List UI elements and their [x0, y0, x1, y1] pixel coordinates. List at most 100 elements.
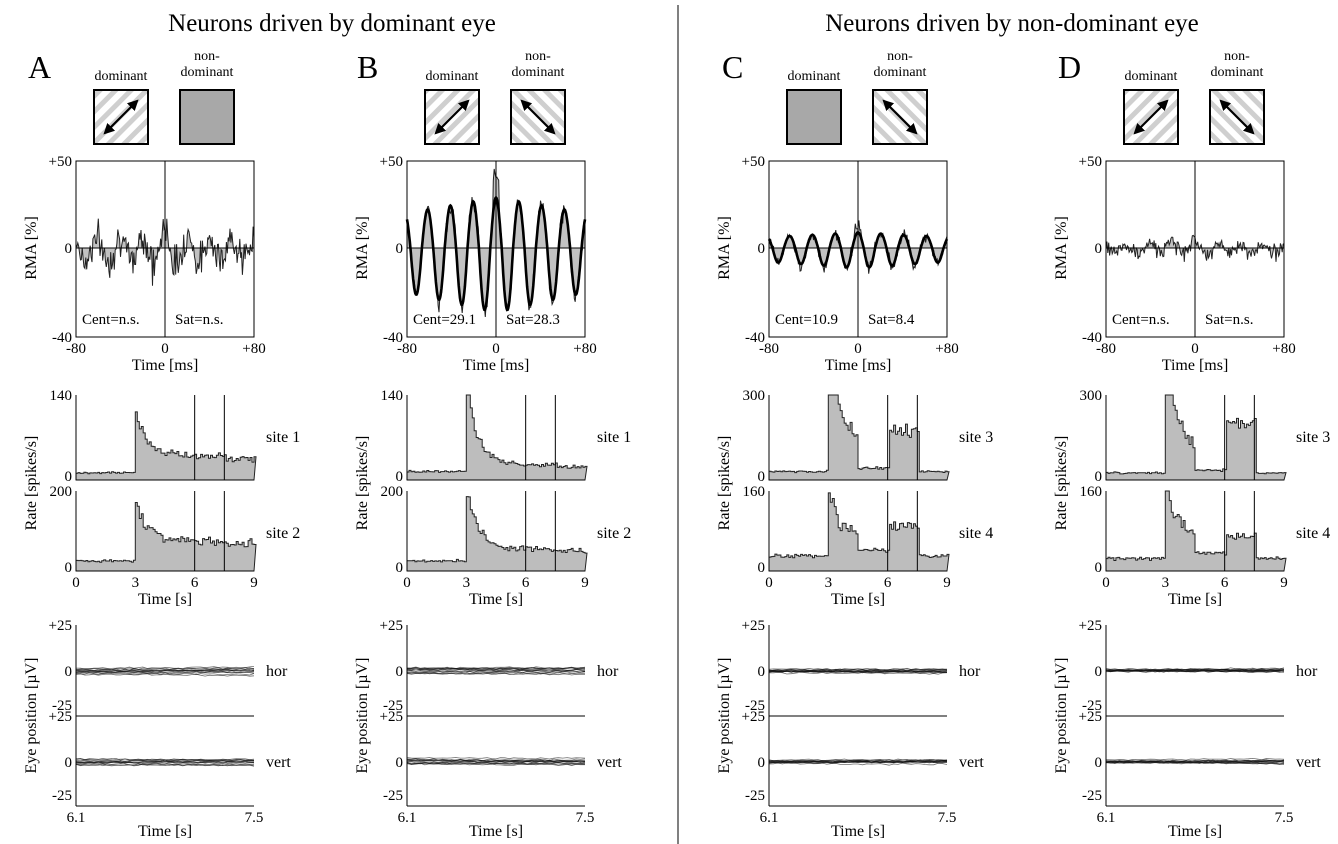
rate-x-label: Time [s] — [831, 591, 885, 608]
rate-x-tick: 3 — [132, 575, 140, 591]
eye-channel-hor: +25 0 -25 hor — [1079, 618, 1318, 717]
rate-x-tick: 6 — [884, 575, 892, 591]
rma-y-label: RMA [%] — [716, 216, 733, 280]
panel-letter: A — [28, 49, 51, 85]
rma-x-label: Time [ms] — [132, 357, 199, 374]
eye-y-tick: -25 — [52, 788, 72, 804]
rma-y-label: RMA [%] — [1053, 216, 1070, 280]
eye-channel-vert: +25 0 -25 vert — [742, 709, 984, 807]
psth-bars — [1105, 490, 1287, 572]
eye-channel-vert: +25 0 -25 vert — [1079, 709, 1321, 807]
psth-y-max-tick: 160 — [1080, 484, 1103, 500]
eye-y-label: Eye position [µV] — [354, 658, 371, 774]
eye-y-tick: -25 — [1082, 788, 1102, 804]
eye-channel-label: vert — [597, 754, 622, 771]
eye-y-tick: 0 — [758, 755, 766, 771]
eye-x-label: Time [s] — [1168, 823, 1222, 840]
site-label: site 2 — [266, 525, 300, 542]
rma-y-tick: 0 — [65, 241, 73, 257]
motion-arrow-icon — [434, 99, 470, 135]
rma-x-label: Time [ms] — [1162, 357, 1229, 374]
rma-x-tick: -80 — [1096, 341, 1116, 357]
eye-position-plot: +25 0 -25 hor +25 0 -25 vert 6.1 7.5 Time [s] Eye p… — [23, 618, 291, 840]
cent-stat: Cent=10.9 — [775, 312, 838, 328]
rma-x-tick: 0 — [1191, 341, 1199, 357]
psth-bars — [768, 492, 950, 572]
rate-y-label: Rate [spikes/s] — [23, 436, 40, 531]
rma-y-tick: +50 — [380, 154, 403, 170]
eye-trace — [75, 757, 255, 761]
eye-x-tick: 7.5 — [576, 810, 595, 826]
psth-bars — [75, 502, 257, 572]
rate-x-tick: 6 — [522, 575, 530, 591]
rma-plot: +50 0 -40-80 0 +80 Time [ms] RMA [%] Cent=10.9 S… — [716, 154, 959, 374]
rma-y-tick: +50 — [1079, 154, 1102, 170]
rate-x-label: Time [s] — [1168, 591, 1222, 608]
eye-channel-label: hor — [597, 663, 619, 680]
cent-stat: Cent=n.s. — [82, 312, 140, 328]
eye-channel-label: hor — [959, 663, 981, 680]
eye-channel-vert: +25 0 -25 vert — [380, 709, 622, 807]
panel-letter: B — [357, 49, 378, 85]
dominant-label: dominant — [95, 69, 148, 84]
psth-site-1: 140 0 site 1 — [50, 388, 301, 485]
rma-y-label: RMA [%] — [23, 216, 40, 280]
rate-x-tick: 6 — [1221, 575, 1229, 591]
eye-y-tick: -25 — [383, 698, 403, 714]
rma-x-tick: 0 — [854, 341, 862, 357]
eye-trace — [75, 763, 255, 767]
rma-x-tick: +80 — [935, 341, 958, 357]
eye-y-tick: +25 — [742, 709, 765, 725]
eye-trace — [768, 760, 948, 764]
site-label: site 1 — [597, 429, 631, 446]
eye-y-tick: 0 — [758, 664, 766, 680]
dominant-stimulus — [424, 89, 480, 145]
psth-y-max-tick: 140 — [50, 388, 73, 404]
rma-plot: +50 0 -40-80 0 +80 Time [ms] RMA [%] Cent=29.1 S… — [354, 154, 597, 374]
motion-arrow-icon — [1219, 99, 1255, 135]
eye-y-tick: +25 — [380, 709, 403, 725]
psth-bars — [406, 496, 588, 572]
eye-y-tick: 0 — [1095, 664, 1103, 680]
non-dominant-label: non- — [525, 49, 551, 64]
rma-y-tick: 0 — [1095, 241, 1103, 257]
psth-y-max-tick: 300 — [743, 388, 766, 404]
psth-bars — [1105, 394, 1287, 481]
non-dominant-stimulus — [179, 89, 235, 145]
rate-x-tick: 0 — [72, 575, 80, 591]
rate-y-label: Rate [spikes/s] — [716, 436, 733, 531]
rma-x-tick: -80 — [759, 341, 779, 357]
eye-x-tick: 7.5 — [938, 810, 957, 826]
dominant-label: dominant — [426, 69, 479, 84]
non-dominant-stimulus — [1209, 89, 1265, 145]
rma-y-tick: -40 — [745, 330, 765, 346]
eye-trace — [1105, 760, 1284, 764]
cent-stat: Cent=n.s. — [1112, 312, 1170, 328]
rate-x-tick: 9 — [1280, 575, 1288, 591]
dominant-stimulus — [1123, 89, 1179, 145]
dominant-stimulus — [786, 89, 842, 145]
eye-y-tick: 0 — [65, 755, 73, 771]
rma-x-tick: -80 — [397, 341, 417, 357]
non-dominant-stimulus — [872, 89, 928, 145]
motion-arrow-icon — [1133, 99, 1169, 135]
rate-x-tick: 0 — [765, 575, 773, 591]
dominant-label: dominant — [1125, 69, 1178, 84]
rma-x-tick: 0 — [161, 341, 169, 357]
eye-y-tick: -25 — [1082, 698, 1102, 714]
eye-y-tick: +25 — [1079, 618, 1102, 634]
motion-arrow-icon — [103, 99, 139, 135]
eye-position-plot: +25 0 -25 hor +25 0 -25 vert 6.1 7.5 Time [s] Eye p… — [716, 618, 984, 840]
non-dominant-label: dominant — [181, 65, 234, 80]
non-dominant-label: non- — [887, 49, 913, 64]
rate-x-tick: 9 — [250, 575, 258, 591]
panel-letter: C — [722, 49, 743, 85]
rma-y-tick: -40 — [1082, 330, 1102, 346]
psth-site-4: 160 0 site 4 — [743, 484, 994, 576]
